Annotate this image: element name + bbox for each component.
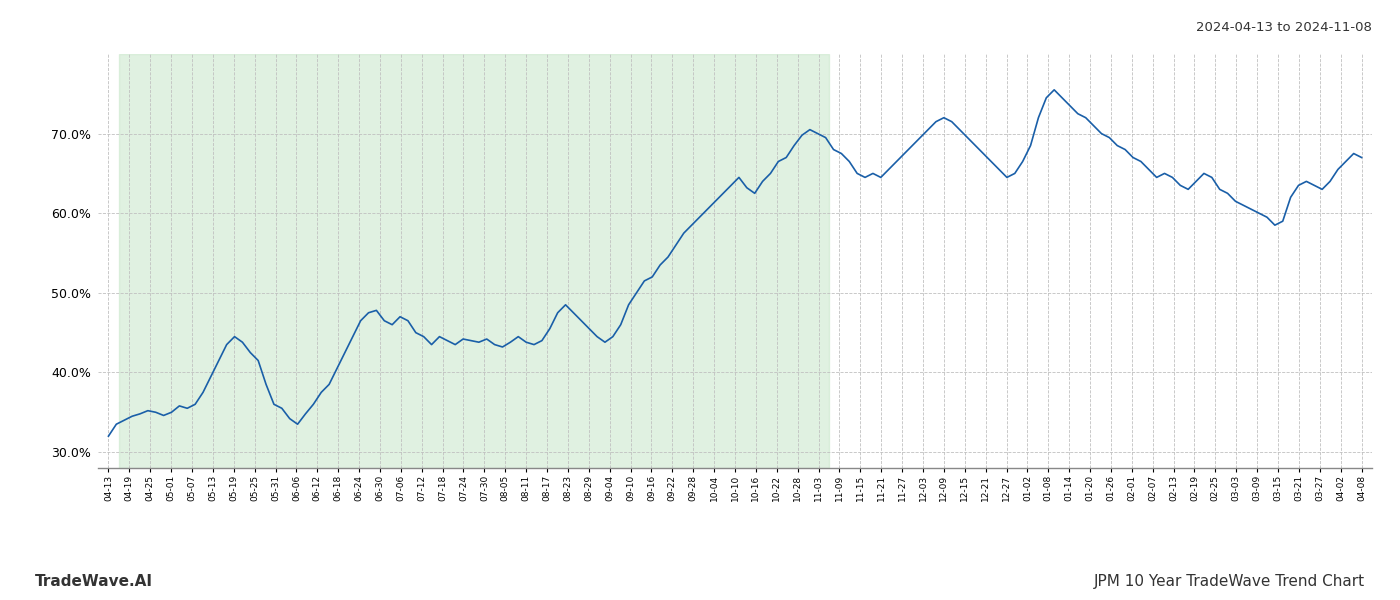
Text: 2024-04-13 to 2024-11-08: 2024-04-13 to 2024-11-08: [1196, 21, 1372, 34]
Bar: [119, 54, 829, 468]
Text: TradeWave.AI: TradeWave.AI: [35, 574, 153, 589]
Text: JPM 10 Year TradeWave Trend Chart: JPM 10 Year TradeWave Trend Chart: [1093, 574, 1365, 589]
